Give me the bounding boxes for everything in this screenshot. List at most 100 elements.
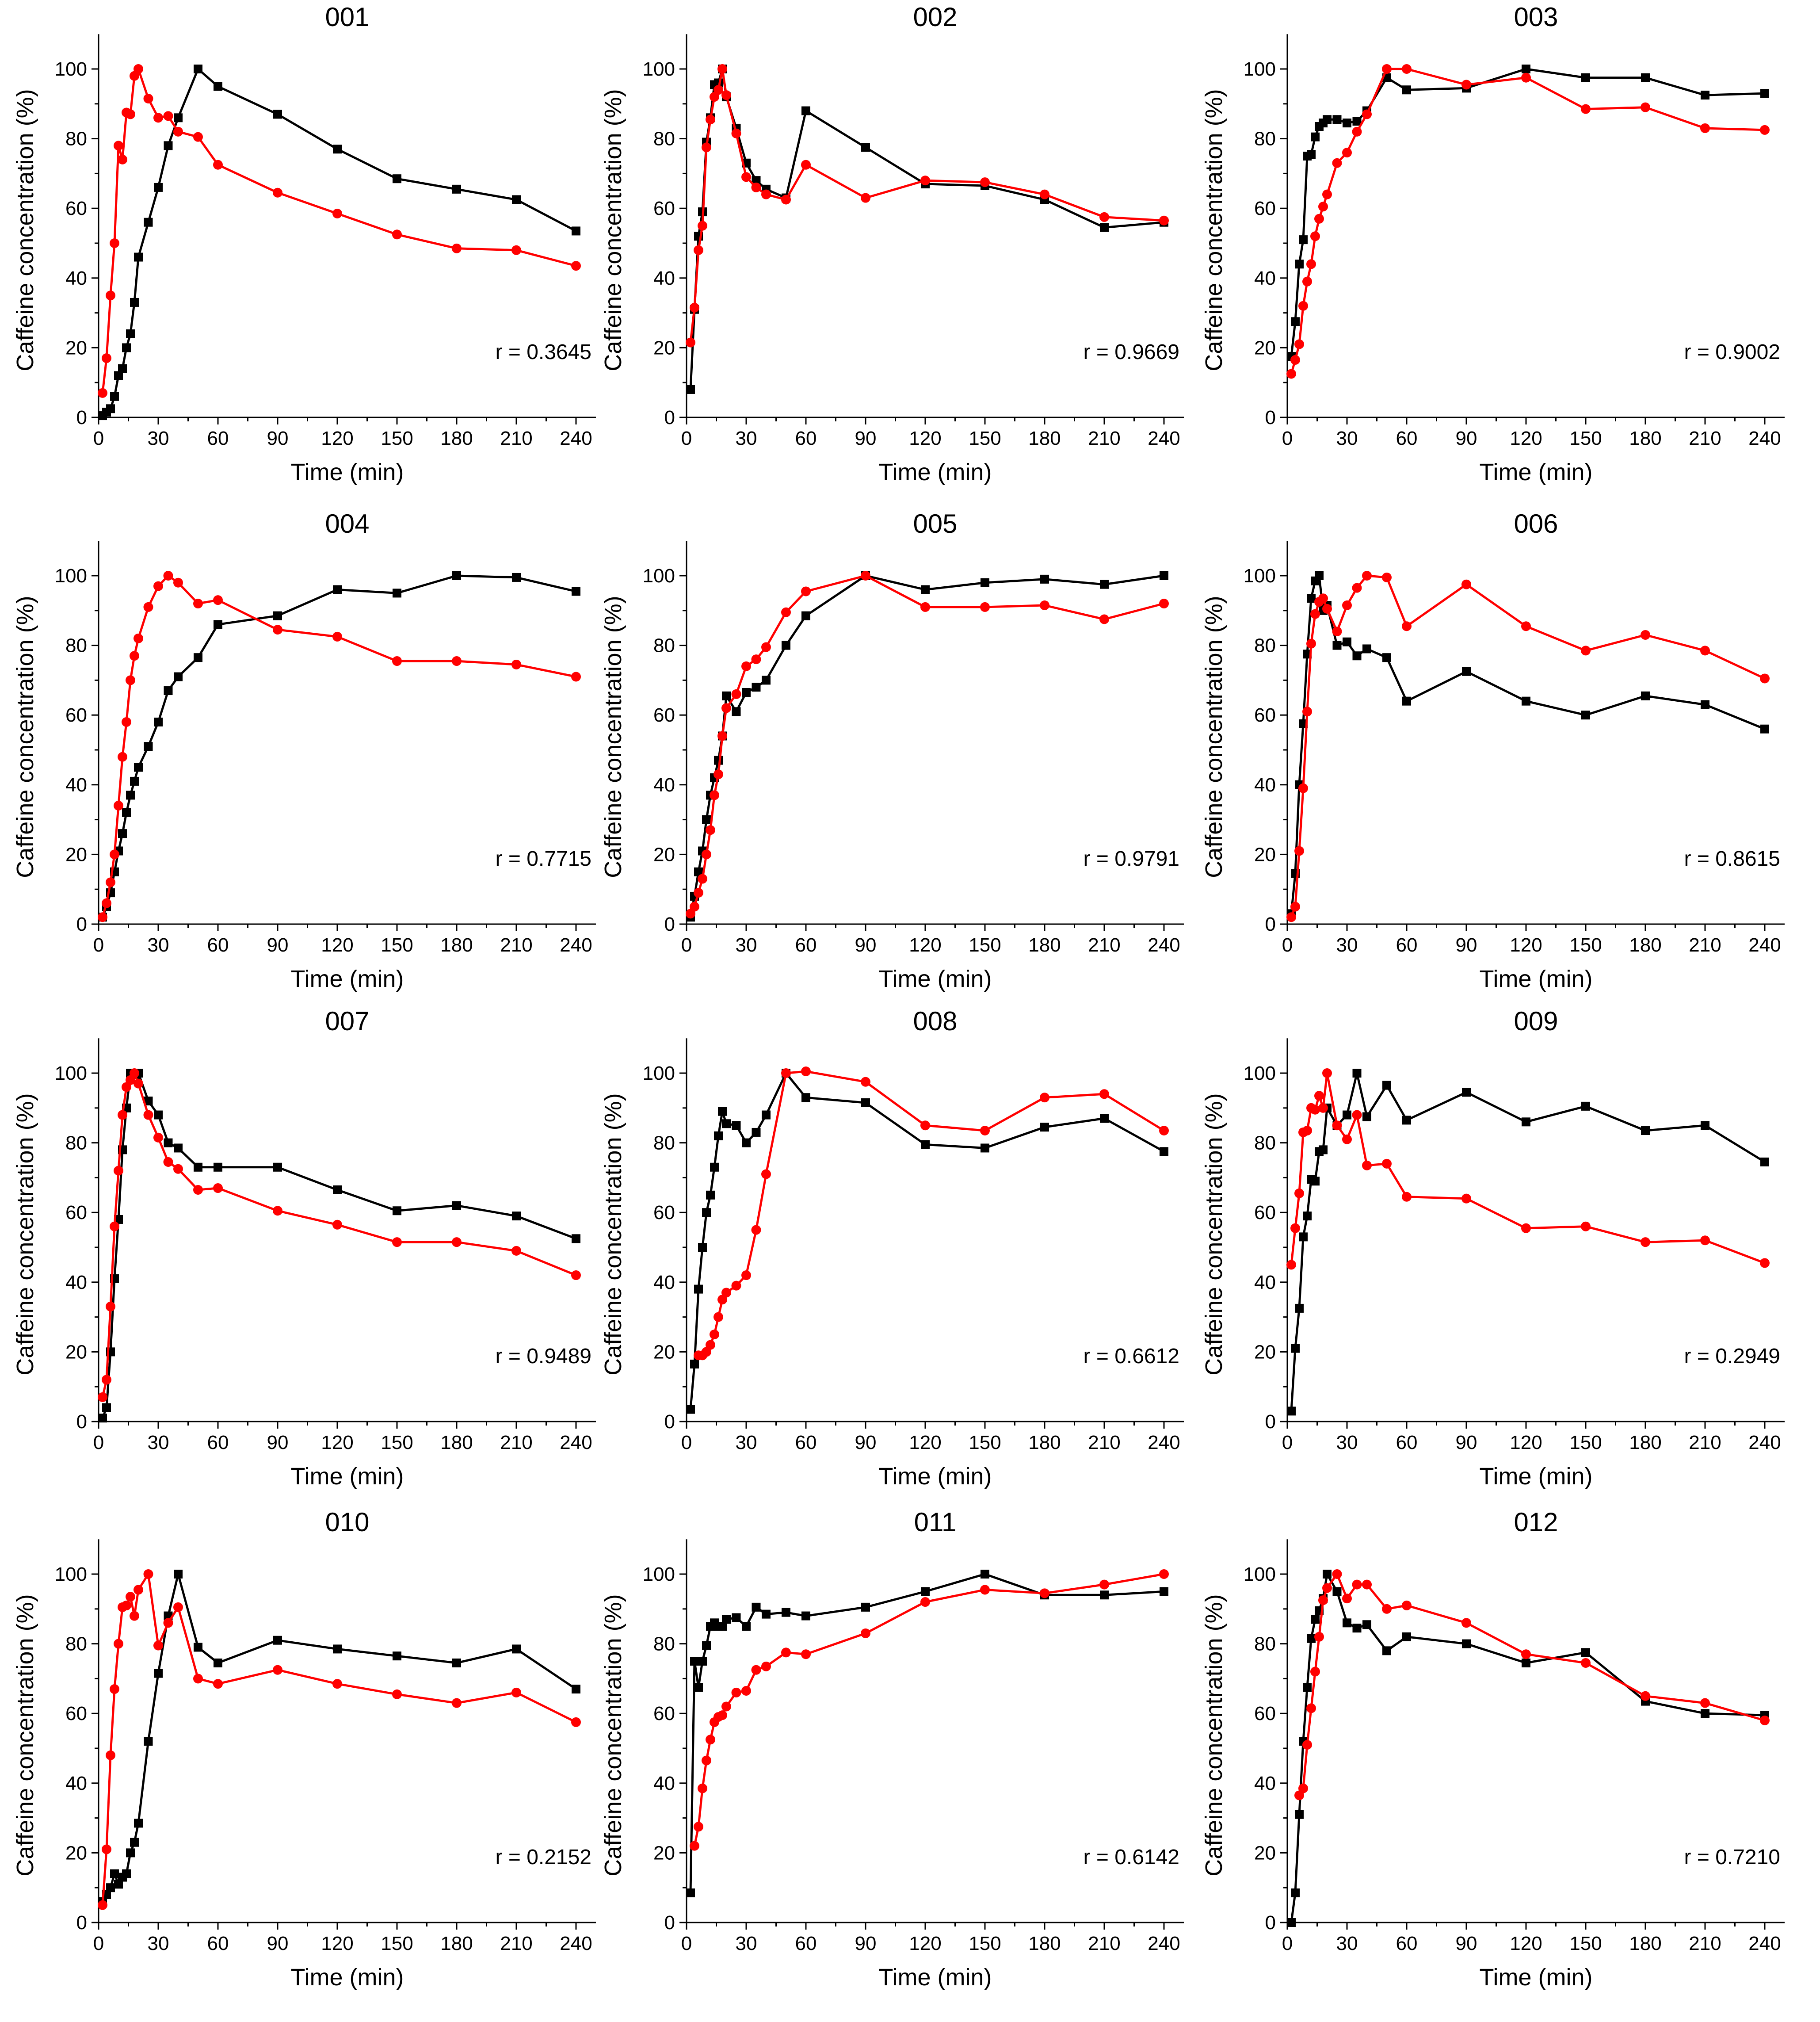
data-point-circle <box>163 111 173 121</box>
data-point-square <box>981 1570 989 1579</box>
data-point-square <box>1641 691 1650 700</box>
data-point-circle <box>153 113 163 123</box>
data-point-square <box>174 1143 183 1153</box>
y-tick-label: 60 <box>65 198 87 219</box>
data-point-square <box>706 1190 715 1200</box>
y-tick-label: 100 <box>1244 1563 1276 1585</box>
data-point-circle <box>1306 638 1316 649</box>
data-point-square <box>333 1185 342 1194</box>
data-point-square <box>512 1212 521 1221</box>
data-point-circle <box>1322 604 1332 614</box>
x-tick-label: 30 <box>736 1432 757 1453</box>
data-point-square <box>154 717 163 726</box>
chart-panel-007: 0 30 60 90 120 150 180 210 240 0 20 40 60 80 100 007 Tim… <box>12 1006 596 1490</box>
data-point-square <box>452 1658 461 1667</box>
x-axis-label: Time (min) <box>879 459 992 485</box>
x-tick-label: 30 <box>736 428 757 449</box>
y-axis-label: Caffeine concentration (%) <box>1201 596 1227 878</box>
y-axis-label: Caffeine concentration (%) <box>1201 1093 1227 1375</box>
data-point-circle <box>511 659 521 669</box>
data-point-square <box>102 1403 111 1412</box>
data-point-square <box>214 620 222 629</box>
data-point-square <box>694 1284 703 1294</box>
data-point-square <box>722 1119 731 1128</box>
series-line <box>102 68 577 417</box>
data-point-square <box>114 371 123 380</box>
y-tick-label: 40 <box>1254 268 1276 289</box>
data-point-square <box>194 65 202 73</box>
data-point-circle <box>1382 1158 1392 1169</box>
x-tick-label: 180 <box>1028 428 1061 449</box>
data-point-circle <box>98 1392 107 1402</box>
y-tick-label: 40 <box>1254 774 1276 796</box>
data-point-square <box>1100 580 1109 589</box>
data-point-square <box>134 1819 143 1828</box>
y-tick-label: 20 <box>653 1341 675 1363</box>
data-point-circle <box>118 752 127 762</box>
data-point-circle <box>706 115 715 125</box>
data-point-circle <box>1521 1223 1531 1233</box>
data-point-circle <box>1159 599 1169 609</box>
x-axis-label: Time (min) <box>1480 1964 1593 1991</box>
data-point-circle <box>1362 1160 1372 1170</box>
data-point-circle <box>698 1783 707 1793</box>
data-point-square <box>1100 1114 1109 1123</box>
y-tick-label: 100 <box>643 1563 675 1585</box>
data-point-circle <box>920 602 930 612</box>
data-point-square <box>1307 594 1316 603</box>
data-point-square <box>1352 1069 1362 1078</box>
x-tick-label: 90 <box>855 1933 877 1954</box>
data-point-circle <box>1342 148 1352 158</box>
data-point-circle <box>106 290 115 301</box>
data-point-circle <box>163 1618 173 1628</box>
chart-title: 012 <box>1514 1507 1558 1537</box>
y-tick-label: 0 <box>76 1411 87 1433</box>
chart-title: 006 <box>1514 509 1558 539</box>
data-point-circle <box>698 874 707 884</box>
data-point-circle <box>1352 583 1362 593</box>
data-point-square <box>126 1848 135 1858</box>
data-point-circle <box>1332 1120 1342 1131</box>
data-point-circle <box>1099 614 1109 624</box>
data-point-circle <box>1641 1237 1650 1247</box>
y-tick-label: 20 <box>1254 1842 1276 1864</box>
data-point-square <box>722 1615 731 1624</box>
data-point-square <box>1291 1888 1300 1898</box>
x-tick-label: 210 <box>1088 428 1120 449</box>
data-point-circle <box>511 245 521 255</box>
data-point-circle <box>1461 579 1471 589</box>
y-tick-label: 40 <box>653 268 675 289</box>
data-point-circle <box>332 209 342 219</box>
data-point-square <box>452 1201 461 1210</box>
data-point-square <box>144 218 153 227</box>
data-point-circle <box>273 625 282 635</box>
data-point-square <box>782 641 790 650</box>
data-point-circle <box>781 1068 791 1078</box>
data-point-square <box>742 1622 751 1631</box>
data-point-square <box>174 672 183 681</box>
data-point-square <box>1522 65 1530 73</box>
data-point-square <box>694 867 703 876</box>
x-tick-label: 180 <box>1028 934 1061 956</box>
data-point-circle <box>1382 1604 1392 1614</box>
data-point-circle <box>721 90 731 100</box>
y-tick-label: 80 <box>1254 1633 1276 1655</box>
y-tick-label: 100 <box>643 58 675 80</box>
data-point-square <box>174 1570 183 1579</box>
x-tick-label: 210 <box>1088 934 1120 956</box>
y-tick-label: 60 <box>65 1703 87 1724</box>
chart-panel-001: 0 30 60 90 120 150 180 210 240 0 20 40 60 80 100 001 Tim… <box>12 2 596 485</box>
x-tick-label: 0 <box>1282 934 1293 956</box>
data-point-circle <box>714 1312 723 1322</box>
data-point-circle <box>126 109 135 119</box>
x-tick-label: 60 <box>795 428 817 449</box>
data-point-circle <box>1314 1632 1324 1642</box>
data-point-square <box>1040 574 1049 584</box>
data-point-square <box>801 106 810 115</box>
y-tick-label: 100 <box>1244 565 1276 587</box>
data-point-circle <box>751 1665 761 1675</box>
data-point-square <box>126 791 135 800</box>
series-line <box>101 1573 577 1905</box>
data-point-square <box>393 1651 401 1661</box>
x-tick-label: 150 <box>1569 934 1602 956</box>
